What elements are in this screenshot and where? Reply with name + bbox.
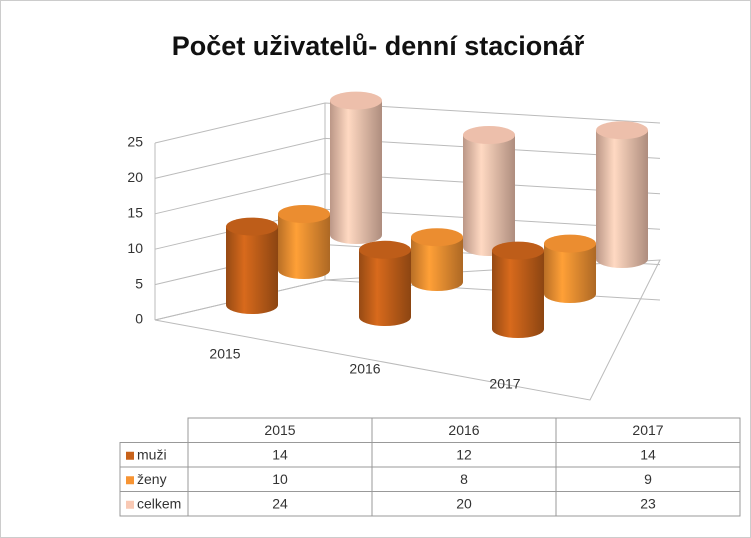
bar-top xyxy=(359,240,411,259)
table-header: 2015 xyxy=(264,422,295,438)
bar-top xyxy=(492,241,544,260)
table-cell: 12 xyxy=(456,446,472,462)
grid-line xyxy=(154,173,661,215)
x-tick-label: 2015 xyxy=(209,346,240,362)
bar xyxy=(463,135,515,256)
bar-top xyxy=(226,217,278,236)
bar xyxy=(226,226,278,314)
cylinder xyxy=(492,241,544,338)
table-cell: 24 xyxy=(272,495,288,511)
x-tick-label: 2016 xyxy=(349,361,380,377)
table-cell: 9 xyxy=(644,471,652,487)
cylinder xyxy=(278,205,330,279)
legend-key xyxy=(126,476,134,485)
legend-label: muži xyxy=(137,446,167,462)
y-tick-label: 25 xyxy=(127,134,143,150)
table-cell: 8 xyxy=(460,471,468,487)
bar-top xyxy=(463,126,515,144)
table-header: 2017 xyxy=(632,422,663,438)
bar xyxy=(411,237,463,291)
table-cell: 20 xyxy=(456,495,472,511)
legend-key xyxy=(126,500,134,509)
table-cell: 23 xyxy=(640,495,656,511)
y-tick-label: 10 xyxy=(127,240,143,256)
table-cell: 14 xyxy=(272,446,288,462)
bar xyxy=(359,249,411,326)
cylinder xyxy=(359,240,411,326)
cylinder xyxy=(544,234,596,303)
bar xyxy=(544,243,596,303)
table-cell: 10 xyxy=(272,471,288,487)
bar-top xyxy=(330,91,382,110)
table-cell: 14 xyxy=(640,446,656,462)
grid-line xyxy=(154,102,661,144)
y-tick-label: 0 xyxy=(135,311,143,327)
table-header: 2016 xyxy=(448,422,479,438)
cylinder xyxy=(226,217,278,314)
grid-line xyxy=(154,137,661,179)
bar xyxy=(492,250,544,338)
bar-top xyxy=(411,228,463,247)
y-tick-label: 5 xyxy=(135,275,143,291)
y-tick-label: 20 xyxy=(127,169,143,185)
bar-top xyxy=(544,234,596,253)
cylinder xyxy=(596,121,648,268)
cylinder xyxy=(411,228,463,291)
bar-top xyxy=(596,121,648,140)
cylinder xyxy=(463,126,515,256)
bar-top xyxy=(278,205,330,223)
y-tick-label: 15 xyxy=(127,205,143,221)
legend-label: ženy xyxy=(137,471,167,487)
chart-title: Počet uživatelů- denní stacionář xyxy=(172,31,585,61)
x-tick-label: 2017 xyxy=(489,376,520,392)
bar xyxy=(278,214,330,279)
cylinder xyxy=(330,91,382,244)
legend-label: celkem xyxy=(137,495,181,511)
bar xyxy=(330,100,382,244)
legend-key xyxy=(126,451,134,460)
bar xyxy=(596,130,648,268)
